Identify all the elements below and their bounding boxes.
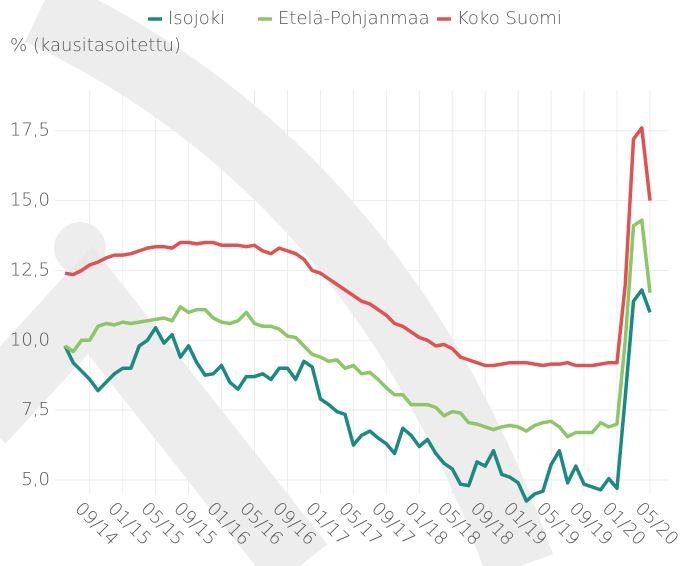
- y-tick-label: 12,5: [10, 259, 50, 280]
- legend-label: Isojoki: [168, 8, 225, 29]
- grid: [55, 90, 668, 494]
- watermark: [0, 0, 553, 566]
- legend-label: Etelä-Pohjanmaa: [278, 8, 430, 29]
- legend-label: Koko Suomi: [457, 8, 562, 29]
- y-axis-label: % (kausitasoitettu): [10, 35, 181, 56]
- y-tick-label: 15,0: [10, 190, 50, 211]
- watermark-dot: [54, 222, 106, 274]
- y-tick-label: 17,5: [10, 120, 50, 141]
- line-series: [64, 126, 652, 368]
- line-series: [64, 218, 652, 439]
- y-tick-label: 5,0: [21, 469, 50, 490]
- y-tick-label: 10,0: [10, 329, 50, 350]
- y-tick-label: 7,5: [21, 399, 50, 420]
- line-series: [63, 288, 652, 503]
